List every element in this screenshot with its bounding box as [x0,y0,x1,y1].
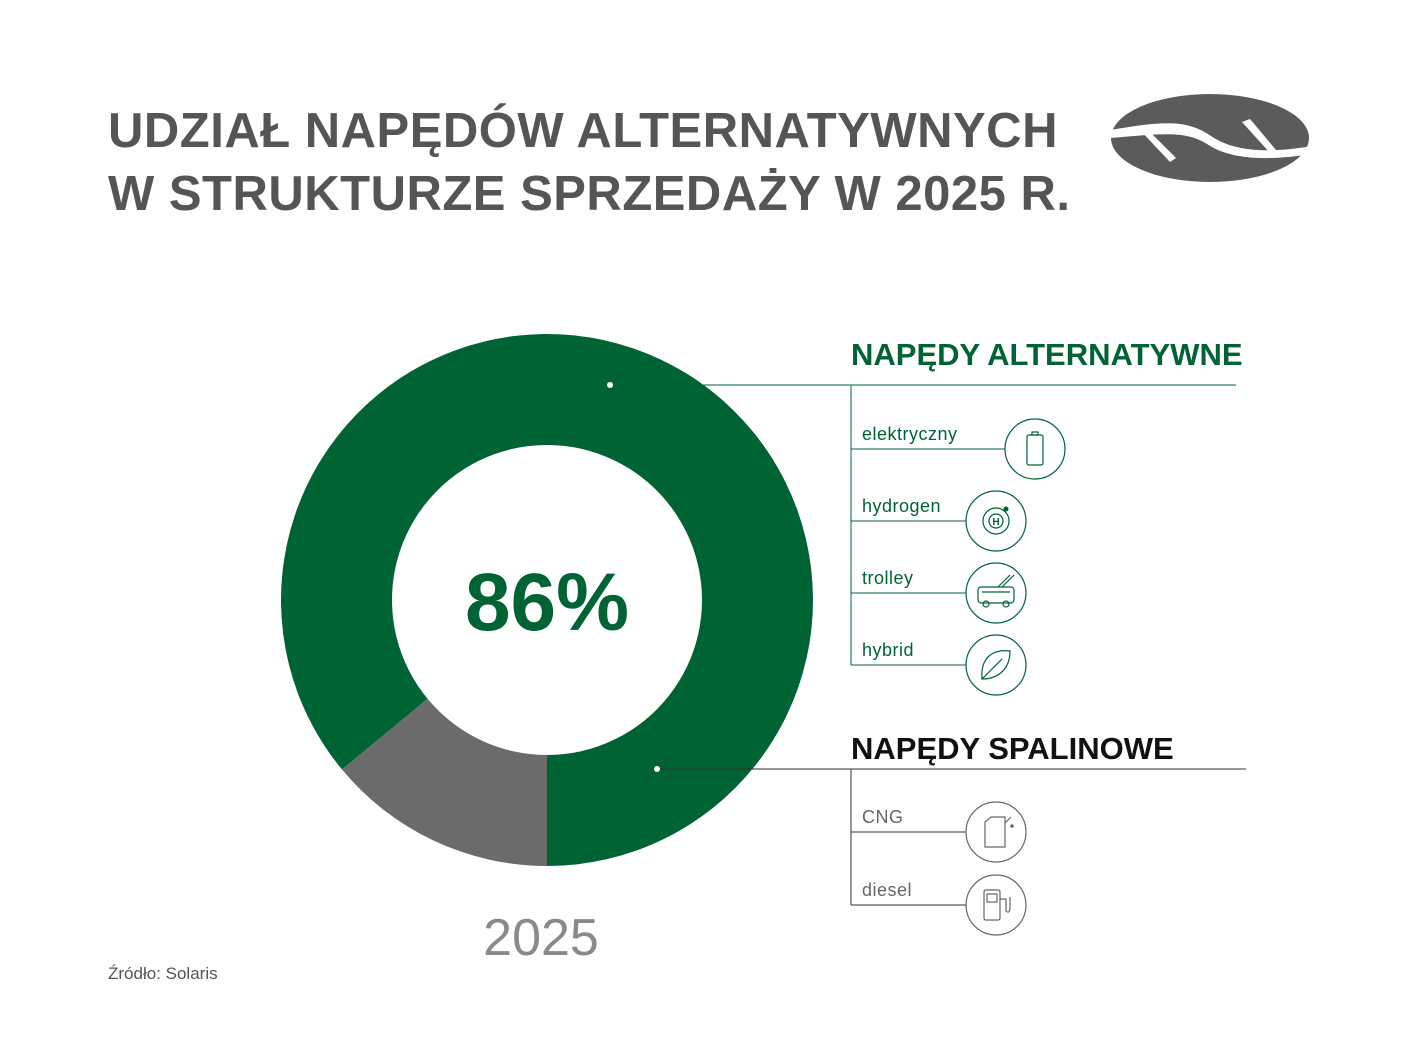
leader-alternative-dot [607,382,613,388]
legend: NAPĘDY ALTERNATYWNE elektryczny hydrogen Ht… [607,337,1246,936]
svg-text:H: H [992,517,999,528]
hydrogen-icon: H [965,490,1027,552]
leader-combustion-dot [654,766,660,772]
donut-slices [281,334,814,866]
legend-heading-combustion: NAPĘDY SPALINOWE [851,731,1174,766]
battery-icon [1004,418,1066,480]
legend-item-label: trolley [862,568,914,588]
title-line-2: W STRUKTURZE SPRZEDAŻY W 2025 R. [108,167,1071,221]
donut-center-label: 86% [465,557,629,648]
page-title: UDZIAŁ NAPĘDÓW ALTERNATYWNYCH W STRUKTUR… [108,100,1071,226]
legend-section-alternative: NAPĘDY ALTERNATYWNE elektryczny hydrogen Ht… [607,337,1243,696]
legend-item-label: hybrid [862,640,914,660]
trolleybus-icon [965,562,1027,624]
gas-canister-icon [965,801,1027,863]
year-label: 2025 [483,909,599,967]
legend-item-label: diesel [862,880,912,900]
solaris-logo [1110,94,1312,182]
title-line-1: UDZIAŁ NAPĘDÓW ALTERNATYWNYCH [108,104,1058,158]
legend-item-label: hydrogen [862,496,941,516]
fuel-pump-icon [965,874,1027,936]
legend-item-label: CNG [862,807,904,827]
legend-item-label: elektryczny [862,424,958,444]
leaf-icon [965,634,1027,696]
source-note: Źródło: Solaris [108,964,218,983]
donut-slice-alternative [281,334,814,866]
legend-heading-alternative: NAPĘDY ALTERNATYWNE [851,337,1243,372]
donut-slice-combustion [342,698,547,866]
legend-section-combustion: NAPĘDY SPALINOWE CNG diesel [654,731,1246,936]
